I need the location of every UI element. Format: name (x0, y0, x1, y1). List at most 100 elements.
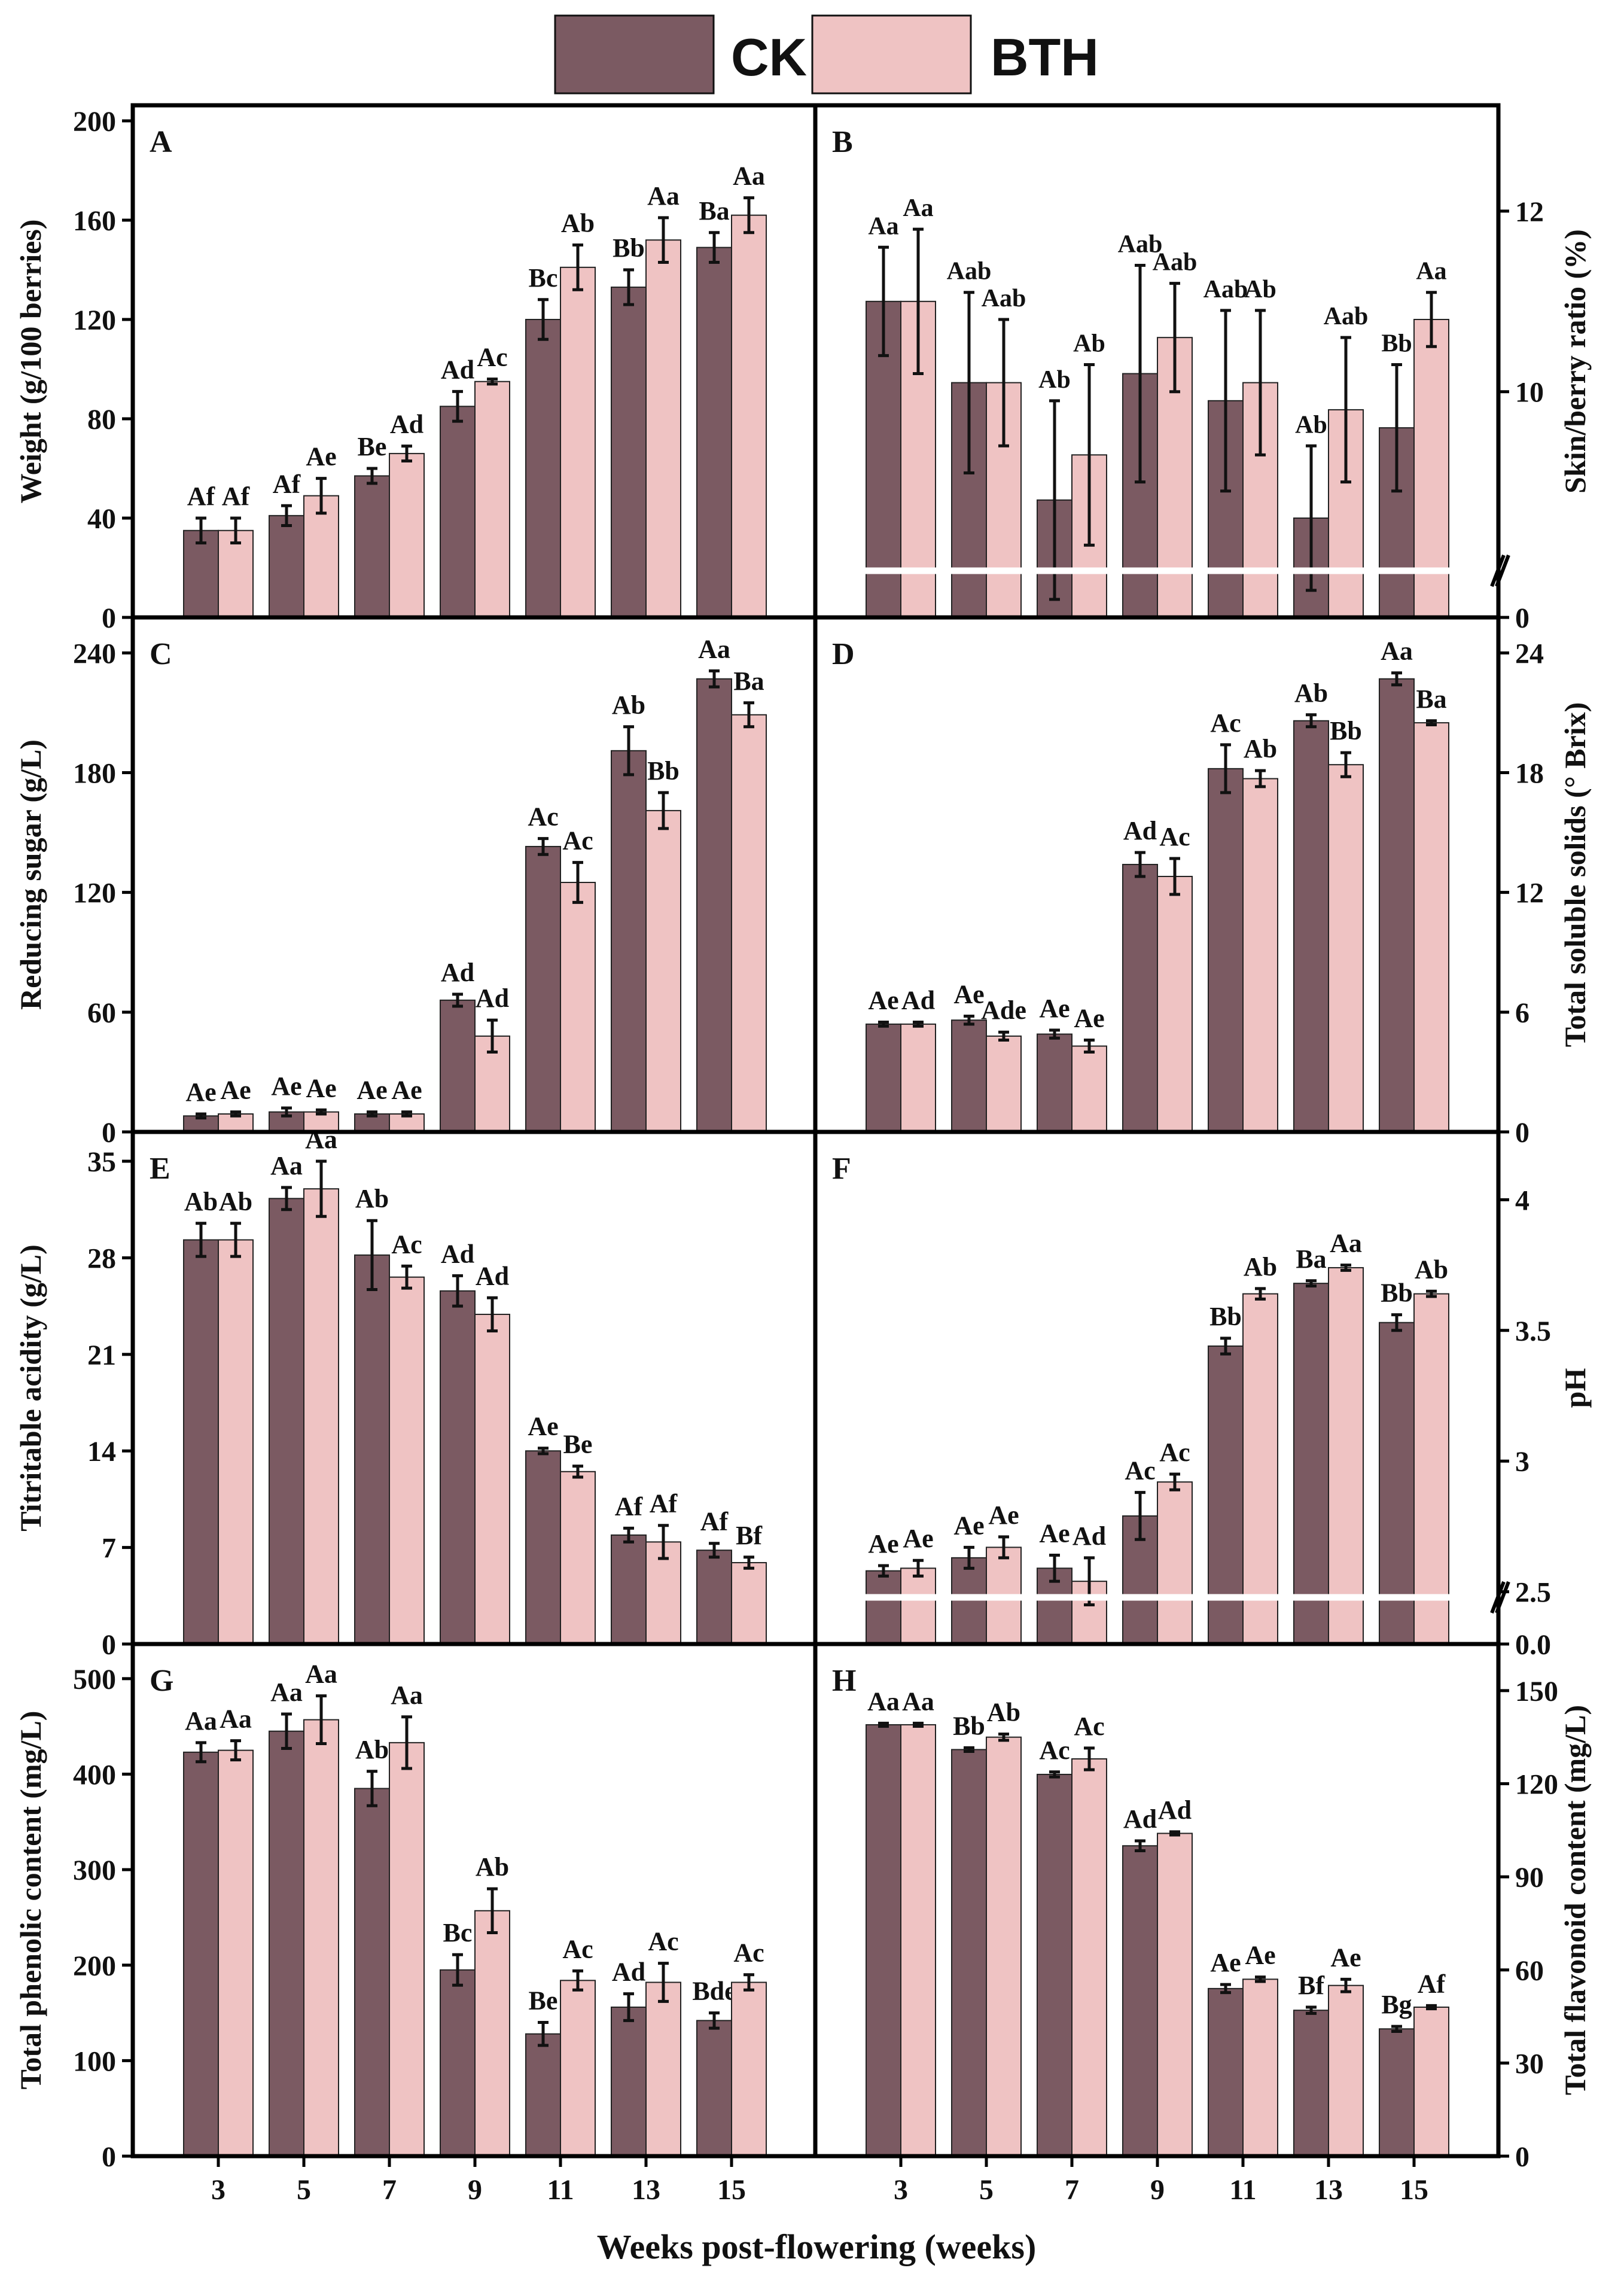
group-label: Aab (1324, 303, 1369, 330)
x-tick-label: 11 (1229, 2174, 1256, 2206)
bar-ck (696, 1550, 732, 1645)
bar-bth (900, 1724, 936, 2157)
x-tick-label: 11 (547, 2174, 574, 2206)
group-label: Ad (476, 984, 509, 1013)
group-label: Ad (1123, 816, 1157, 845)
bar-bth (645, 1981, 681, 2157)
bar-bth (303, 1719, 339, 2157)
group-label: Ae (271, 1071, 301, 1101)
y-tick-label: 0 (102, 1117, 116, 1149)
group-label: Aa (305, 1125, 337, 1154)
group-label: Ad (441, 958, 474, 987)
bar-ck (525, 845, 561, 1133)
bar-bth (1328, 764, 1364, 1133)
bar-ck (269, 1198, 304, 1645)
group-label: Ae (1074, 1004, 1104, 1033)
x-tick-label: 5 (297, 2174, 311, 2206)
bar-ck (951, 1019, 987, 1133)
bar-bth (1157, 1481, 1193, 1645)
y-tick-label: 40 (87, 503, 116, 535)
group-label: Ae (1039, 994, 1070, 1023)
y-tick-label: 120 (73, 305, 116, 336)
group-label: Bg (1381, 1990, 1412, 2019)
group-label: Ab (1294, 678, 1328, 708)
x-tick-label: 9 (468, 2174, 482, 2206)
group-label: Ac (477, 343, 507, 372)
group-label: Aa (698, 634, 730, 663)
bar-ck (269, 1730, 304, 2157)
x-tick-label: 15 (717, 2174, 746, 2206)
group-label: Bb (953, 1711, 985, 1740)
y-tick-label: 150 (1515, 1676, 1558, 1707)
y-axis-title: pH (1558, 1368, 1592, 1408)
group-label: Ab (184, 1187, 218, 1216)
bar-ck (1122, 1845, 1158, 2157)
y-tick-label: 0.0 (1515, 1629, 1551, 1661)
bar-bth (731, 714, 767, 1133)
bar-bth (560, 1980, 596, 2157)
bar-ck (354, 1788, 390, 2157)
group-label: Ac (648, 1927, 678, 1956)
group-label: Ba (733, 666, 764, 696)
group-label: Ae (391, 1076, 422, 1105)
group-label: Af (700, 1507, 729, 1536)
bar-ck (440, 1290, 476, 1645)
y-tick-label: 0 (1515, 602, 1529, 634)
group-label: Ac (1039, 1736, 1070, 1765)
x-tick-label: 5 (979, 2174, 994, 2206)
y-tick-label: 14 (87, 1436, 116, 1468)
panel-letter: E (150, 1152, 170, 1186)
x-tick-label: 3 (211, 2174, 226, 2206)
group-label: Ae (220, 1076, 251, 1105)
group-label: Ad (441, 1239, 474, 1268)
bar-bth (1413, 722, 1449, 1133)
group-label: Af (222, 482, 251, 511)
group-label: Ae (988, 1500, 1019, 1530)
y-axis-title: Skin/berry ratio (%) (1558, 229, 1592, 494)
group-label: Ab (561, 209, 595, 238)
group-label: Ac (1074, 1712, 1104, 1741)
y-axis-title: Total flavonoid content (mg/L) (1558, 1705, 1592, 2095)
group-label: Ae (868, 1529, 898, 1558)
group-label: Ae (1330, 1943, 1361, 1972)
bar-ck (183, 1751, 219, 2157)
group-label: Af (273, 469, 301, 498)
x-tick-label: 7 (382, 2174, 397, 2206)
group-label: Ac (1125, 1456, 1155, 1485)
x-axis: 3 5 7 9 11 13 15 3 5 7 9 11 13 15 (211, 2156, 1428, 2206)
x-tick-label: 9 (1150, 2174, 1165, 2206)
legend-swatch-bth (811, 14, 972, 95)
group-label: Ae (953, 980, 984, 1009)
group-label: Aa (1381, 637, 1413, 666)
panel-letter: D (832, 637, 855, 671)
bar-ck (1037, 1033, 1072, 1133)
y-tick-label: 0 (102, 2141, 116, 2173)
y-tick-label: 35 (87, 1146, 116, 1178)
group-label: Af (615, 1491, 644, 1521)
bar-ck (1208, 768, 1244, 1133)
y-tick-label: 0 (102, 1629, 116, 1661)
group-label: Ac (391, 1229, 422, 1259)
x-tick-label: 7 (1065, 2174, 1079, 2206)
bar-bth (389, 1276, 425, 1645)
bar-bth (1328, 1984, 1364, 2157)
group-label: Aa (647, 181, 680, 211)
bar-ck (611, 1534, 647, 1645)
group-label: Aa (733, 162, 765, 191)
group-label: Ab (987, 1698, 1020, 1727)
group-label: Bb (613, 233, 645, 263)
group-label: Ade (981, 996, 1026, 1025)
y-tick-label: 3.5 (1515, 1316, 1551, 1347)
group-label: Ae (306, 1073, 336, 1103)
bar-ck (1037, 1773, 1072, 2157)
group-label: Bc (529, 263, 558, 293)
y-tick-label: 0 (1515, 1117, 1529, 1149)
group-label: Ad (441, 355, 474, 384)
y-tick-label: 6 (1515, 997, 1529, 1029)
panel-letter: F (832, 1152, 851, 1186)
group-label: Ad (476, 1261, 509, 1290)
group-label: Ab (219, 1187, 252, 1216)
panel-frames (130, 103, 1501, 2159)
y-tick-label: 240 (73, 638, 116, 669)
y-tick-label: 90 (1515, 1862, 1544, 1894)
